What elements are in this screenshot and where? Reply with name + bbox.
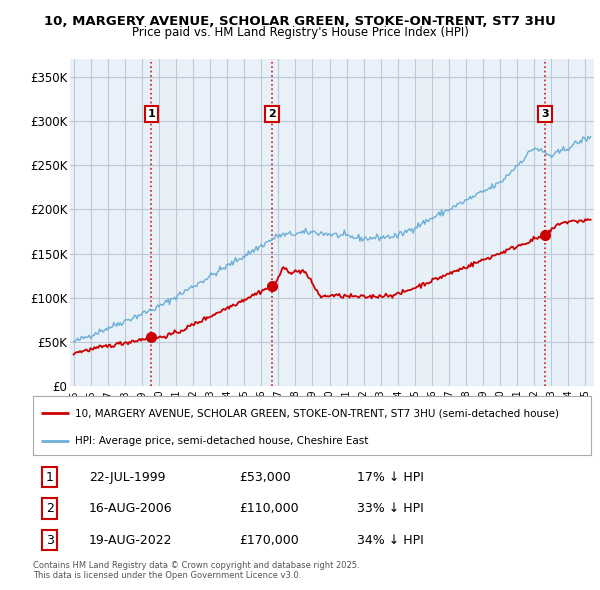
Text: £170,000: £170,000 xyxy=(239,533,299,546)
Text: 1: 1 xyxy=(46,471,53,484)
Text: 3: 3 xyxy=(46,533,53,546)
Text: Contains HM Land Registry data © Crown copyright and database right 2025.: Contains HM Land Registry data © Crown c… xyxy=(33,560,359,569)
Text: 1: 1 xyxy=(148,109,155,119)
Text: 34% ↓ HPI: 34% ↓ HPI xyxy=(356,533,424,546)
Text: 19-AUG-2022: 19-AUG-2022 xyxy=(89,533,172,546)
Text: £53,000: £53,000 xyxy=(239,471,291,484)
Text: 16-AUG-2006: 16-AUG-2006 xyxy=(89,502,172,515)
Text: Price paid vs. HM Land Registry's House Price Index (HPI): Price paid vs. HM Land Registry's House … xyxy=(131,26,469,39)
Text: 10, MARGERY AVENUE, SCHOLAR GREEN, STOKE-ON-TRENT, ST7 3HU: 10, MARGERY AVENUE, SCHOLAR GREEN, STOKE… xyxy=(44,15,556,28)
Text: 33% ↓ HPI: 33% ↓ HPI xyxy=(356,502,424,515)
Text: This data is licensed under the Open Government Licence v3.0.: This data is licensed under the Open Gov… xyxy=(33,571,301,579)
Text: 2: 2 xyxy=(268,109,276,119)
Text: 22-JUL-1999: 22-JUL-1999 xyxy=(89,471,166,484)
Text: 3: 3 xyxy=(541,109,549,119)
Text: 2: 2 xyxy=(46,502,53,515)
Text: 10, MARGERY AVENUE, SCHOLAR GREEN, STOKE-ON-TRENT, ST7 3HU (semi-detached house): 10, MARGERY AVENUE, SCHOLAR GREEN, STOKE… xyxy=(75,408,559,418)
Text: 17% ↓ HPI: 17% ↓ HPI xyxy=(356,471,424,484)
Text: HPI: Average price, semi-detached house, Cheshire East: HPI: Average price, semi-detached house,… xyxy=(75,436,368,445)
Text: £110,000: £110,000 xyxy=(239,502,299,515)
